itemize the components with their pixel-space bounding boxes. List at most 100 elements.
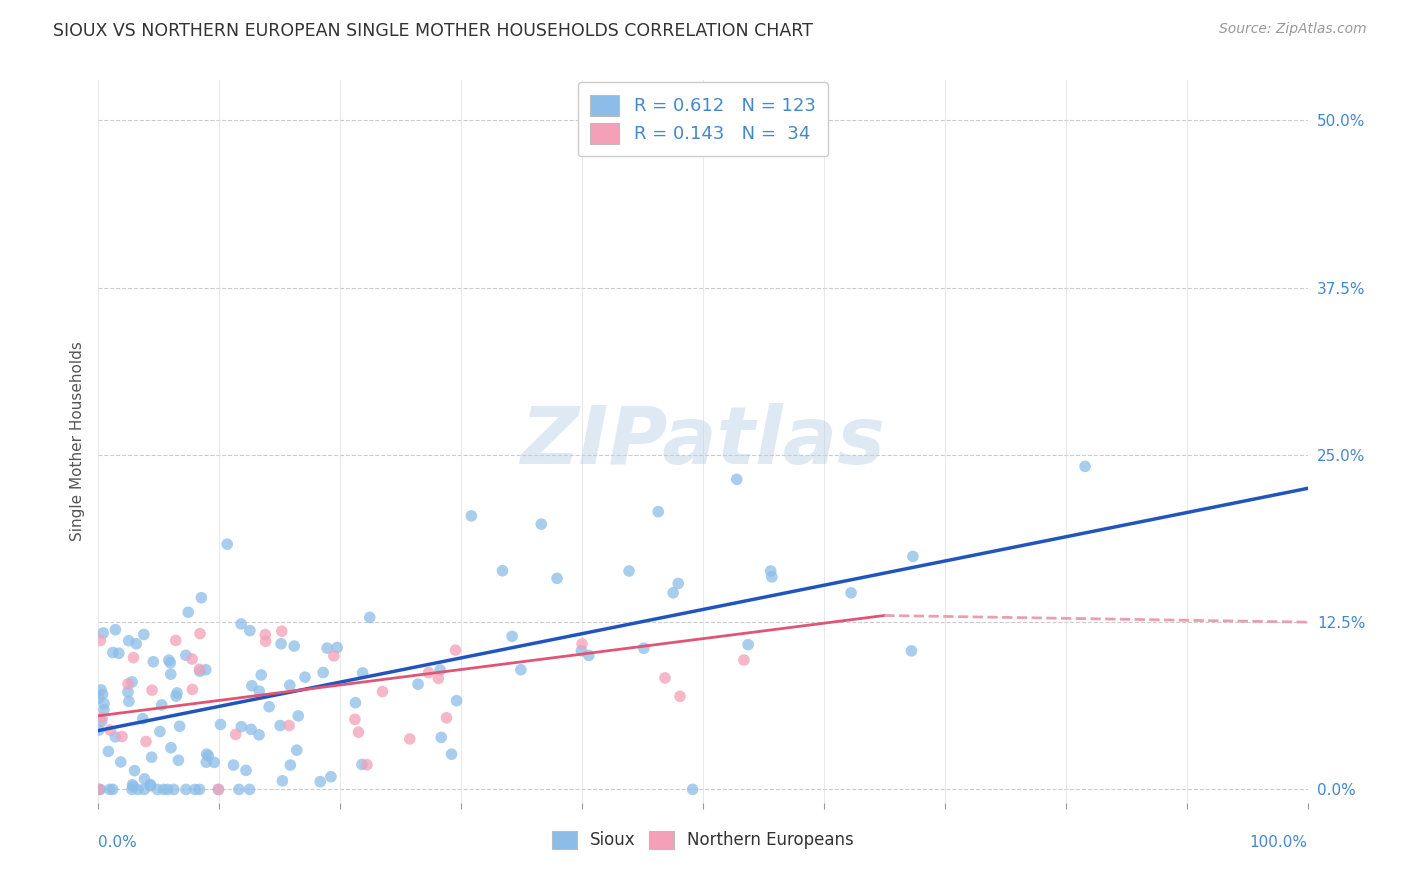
Point	[662, 586, 685, 600]
Point	[278, 678, 301, 692]
Point	[444, 643, 467, 657]
Point	[280, 758, 302, 772]
Point	[153, 782, 176, 797]
Point	[197, 748, 219, 763]
Point	[90, 714, 112, 729]
Point	[165, 633, 187, 648]
Point	[146, 782, 169, 797]
Point	[121, 778, 143, 792]
Point	[418, 665, 440, 680]
Point	[446, 693, 468, 707]
Point	[157, 653, 180, 667]
Point	[159, 667, 181, 681]
Point	[207, 782, 229, 797]
Point	[347, 725, 370, 739]
Point	[104, 623, 127, 637]
Point	[87, 723, 110, 737]
Point	[188, 662, 211, 676]
Point	[571, 637, 593, 651]
Point	[250, 668, 273, 682]
Point	[733, 653, 755, 667]
Point	[839, 586, 862, 600]
Point	[118, 694, 141, 708]
Point	[91, 711, 114, 725]
Point	[283, 639, 305, 653]
Point	[761, 570, 783, 584]
Point	[901, 549, 924, 564]
Point	[316, 641, 339, 656]
Point	[93, 703, 115, 717]
Point	[240, 723, 263, 737]
Point	[530, 517, 553, 532]
Point	[195, 756, 218, 770]
Point	[104, 730, 127, 744]
Point	[460, 508, 482, 523]
Point	[163, 782, 186, 797]
Point	[90, 682, 112, 697]
Point	[240, 679, 263, 693]
Point	[169, 719, 191, 733]
Point	[127, 782, 149, 797]
Point	[156, 782, 179, 797]
Point	[344, 696, 367, 710]
Point	[159, 656, 181, 670]
Point	[430, 731, 453, 745]
Point	[356, 757, 378, 772]
Point	[181, 652, 204, 666]
Point	[150, 698, 173, 712]
Point	[195, 747, 218, 761]
Point	[271, 773, 294, 788]
Point	[1074, 459, 1097, 474]
Point	[312, 665, 335, 680]
Point	[91, 626, 114, 640]
Point	[122, 650, 145, 665]
Point	[207, 782, 229, 797]
Point	[87, 691, 110, 706]
Point	[188, 626, 211, 640]
Point	[257, 699, 280, 714]
Point	[269, 718, 291, 732]
Point	[406, 677, 429, 691]
Point	[202, 756, 225, 770]
Point	[174, 648, 197, 663]
Point	[270, 637, 292, 651]
Point	[371, 684, 394, 698]
Point	[578, 648, 600, 663]
Point	[122, 780, 145, 794]
Point	[149, 724, 172, 739]
Point	[440, 747, 463, 761]
Point	[231, 616, 253, 631]
Point	[132, 627, 155, 641]
Point	[247, 728, 270, 742]
Point	[188, 665, 211, 679]
Point	[546, 571, 568, 585]
Point	[254, 634, 277, 648]
Point	[89, 782, 111, 797]
Point	[91, 687, 114, 701]
Point	[93, 697, 115, 711]
Point	[617, 564, 640, 578]
Point	[181, 682, 204, 697]
Point	[669, 690, 692, 704]
Point	[666, 576, 689, 591]
Point	[633, 641, 655, 656]
Point	[278, 718, 301, 732]
Point	[89, 633, 111, 648]
Point	[111, 730, 134, 744]
Point	[569, 644, 592, 658]
Point	[647, 505, 669, 519]
Point	[319, 770, 342, 784]
Point	[429, 663, 451, 677]
Point	[900, 644, 922, 658]
Point	[359, 610, 381, 624]
Point	[165, 689, 187, 703]
Point	[118, 633, 141, 648]
Point	[239, 624, 262, 638]
Point	[110, 755, 132, 769]
Point	[141, 683, 163, 698]
Point	[436, 711, 458, 725]
Point	[398, 731, 420, 746]
Point	[501, 629, 523, 643]
Point	[139, 779, 162, 793]
Point	[254, 627, 277, 641]
